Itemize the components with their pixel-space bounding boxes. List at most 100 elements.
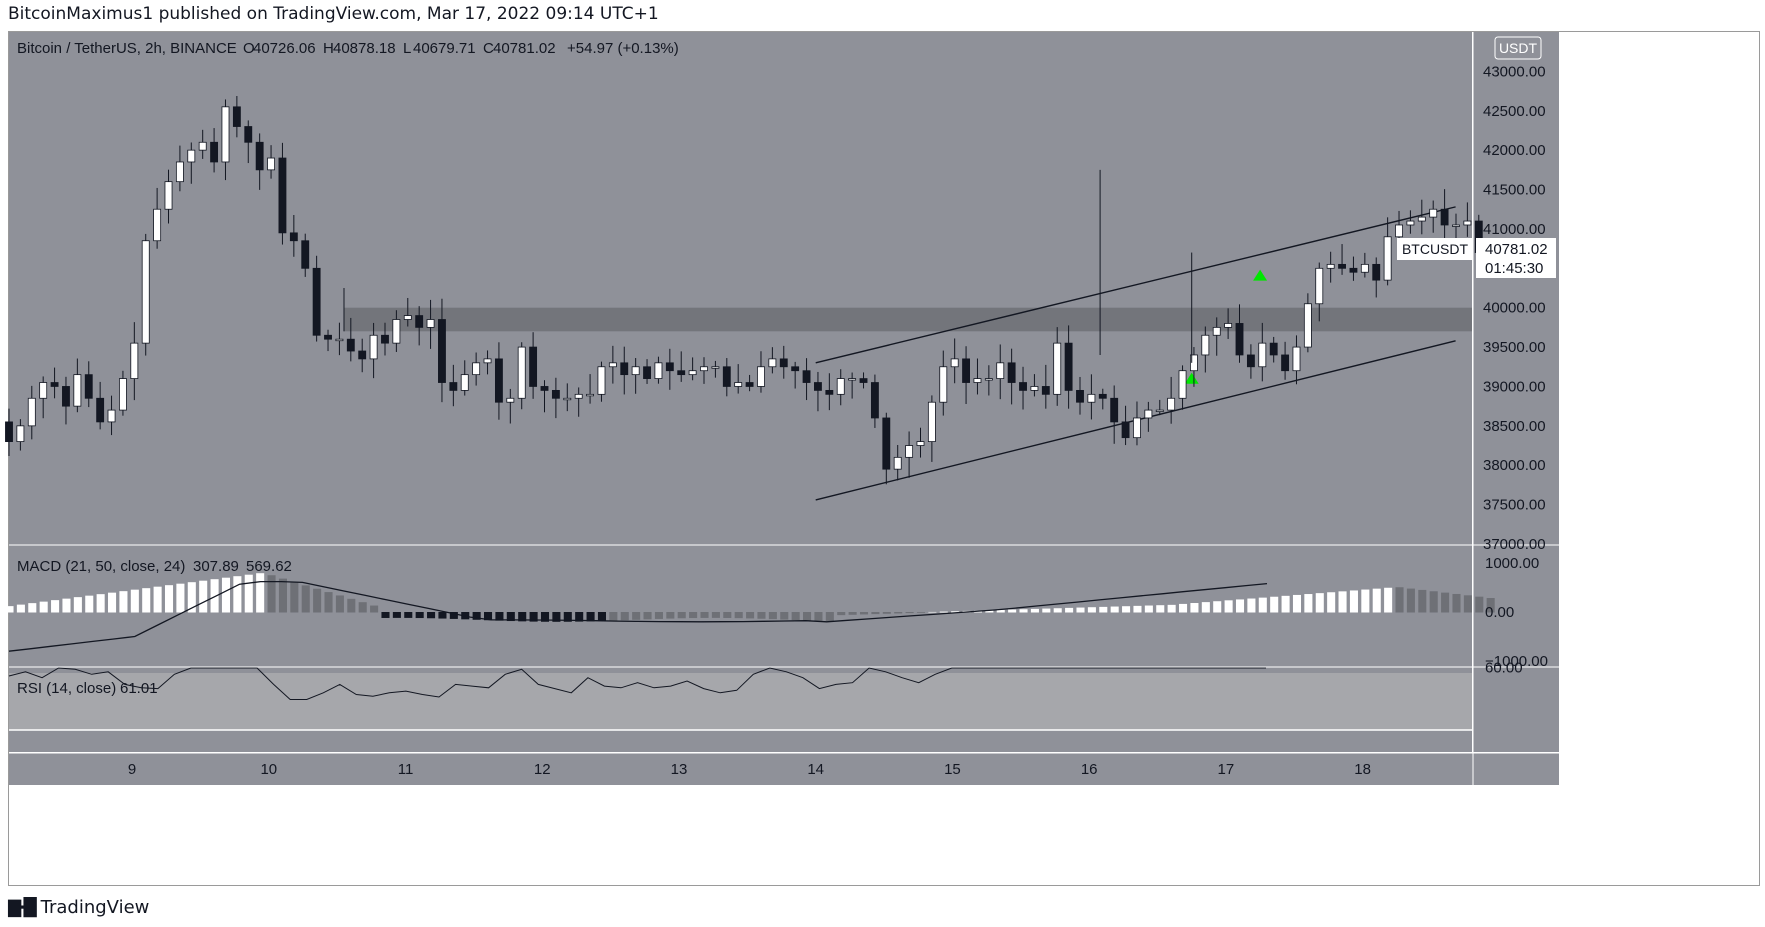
macd-histogram-bar [484,612,493,621]
macd-histogram-bar [324,592,333,613]
macd-histogram-bar [1099,606,1108,613]
candle [449,364,458,407]
candle-up [267,157,275,171]
candle [438,298,446,403]
candle-down [722,366,731,387]
macd-histogram-bar [381,612,390,618]
candle-up [950,358,959,368]
macd-histogram-bar [495,612,504,621]
candle-up [1212,326,1221,336]
macd-histogram-bar [358,602,367,613]
currency-badge[interactable] [1494,36,1542,60]
ohlc-close-value: 40781.02 [493,40,556,57]
macd-histogram-bar [734,612,743,619]
symbol-tag-label: BTCUSDT [1402,241,1469,257]
candle-down [1098,393,1107,399]
candle-up [1053,342,1062,395]
candle-down [1235,323,1244,356]
candle-up [905,445,914,458]
price-tick-label: 42000.00 [1483,142,1546,159]
macd-histogram-bar [130,589,139,613]
candle [836,369,845,406]
candle [768,347,777,374]
macd-histogram-bar [1190,603,1199,613]
candle-down [814,382,822,391]
candle [757,351,765,393]
price-tick-label: 41500.00 [1483,182,1546,199]
macd-histogram-bar [1087,607,1096,613]
candle [916,427,925,458]
macd-histogram-bar [313,588,322,613]
macd-histogram-bar [620,612,629,621]
candle [791,361,800,389]
candle [1360,252,1369,278]
candle [882,412,891,485]
price-tick-label: 43000.00 [1483,63,1546,80]
macd-histogram-bar [768,612,777,620]
time-tick-label: 17 [1218,761,1235,778]
candle-up [1463,220,1472,226]
candle-down [1007,362,1016,383]
ohlc-open-label: O [243,40,255,57]
macd-histogram-bar [643,612,652,620]
candle [255,133,264,190]
ohlc-close-label: C [483,40,494,57]
candle [586,374,595,404]
candle-down [1338,263,1346,269]
candle [381,322,389,356]
macd-histogram-bar [677,612,686,619]
bounce-arrow-icon [1184,372,1199,384]
candle [1463,202,1472,237]
macd-histogram-bar [370,605,379,613]
time-tick-label: 16 [1081,761,1098,778]
macd-histogram-bar [244,574,253,613]
macd-histogram-bar [233,576,242,613]
candle-up [392,319,401,344]
macd-histogram-bar [814,612,823,621]
price-tick-label: 37000.00 [1483,536,1546,553]
macd-histogram-bar [1213,601,1222,613]
tradingview-footer[interactable]: ▇∙█ TradingView [8,897,149,918]
candle [859,372,868,389]
macd-histogram-bar [1304,594,1313,613]
macd-histogram-bar [164,585,174,613]
candle [27,385,36,440]
candle [1406,210,1415,234]
rsi-line [8,667,1266,700]
candle [711,360,720,378]
ohlc-open-value: 40726.06 [253,40,316,57]
macd-histogram-bar [518,612,527,622]
candle-up [836,378,845,395]
ohlc-low-label: L [403,40,411,57]
candle-down [289,232,298,242]
candle [232,96,241,138]
macd-histogram-bar [278,578,287,613]
macd-histogram-bar [939,611,948,613]
macd-value: 307.89 [193,558,239,575]
macd-histogram-bar [1122,606,1131,613]
candle-up [107,409,116,423]
candle-up [119,378,127,411]
macd-histogram-bar [210,579,219,613]
candle-up [506,397,515,403]
rsi-tick-label: 60.00 [1485,660,1523,677]
macd-histogram-bar [221,577,231,613]
time-tick-label: 9 [128,761,136,778]
candle-down [415,315,424,328]
macd-histogram-bar [746,612,755,619]
candle-down [244,126,253,143]
candle-up [631,366,640,376]
macd-histogram-bar [689,612,698,619]
candle [870,374,879,428]
candle [483,350,492,375]
candle-up [198,141,207,151]
candle [802,358,811,401]
candle-up [472,362,481,376]
macd-histogram-bar [1235,599,1245,613]
candle-down [232,106,241,127]
macd-histogram-bar [438,612,447,619]
macd-histogram-bar [506,612,515,622]
candle-up [1326,263,1335,269]
price-tick-label: 38500.00 [1483,418,1546,435]
